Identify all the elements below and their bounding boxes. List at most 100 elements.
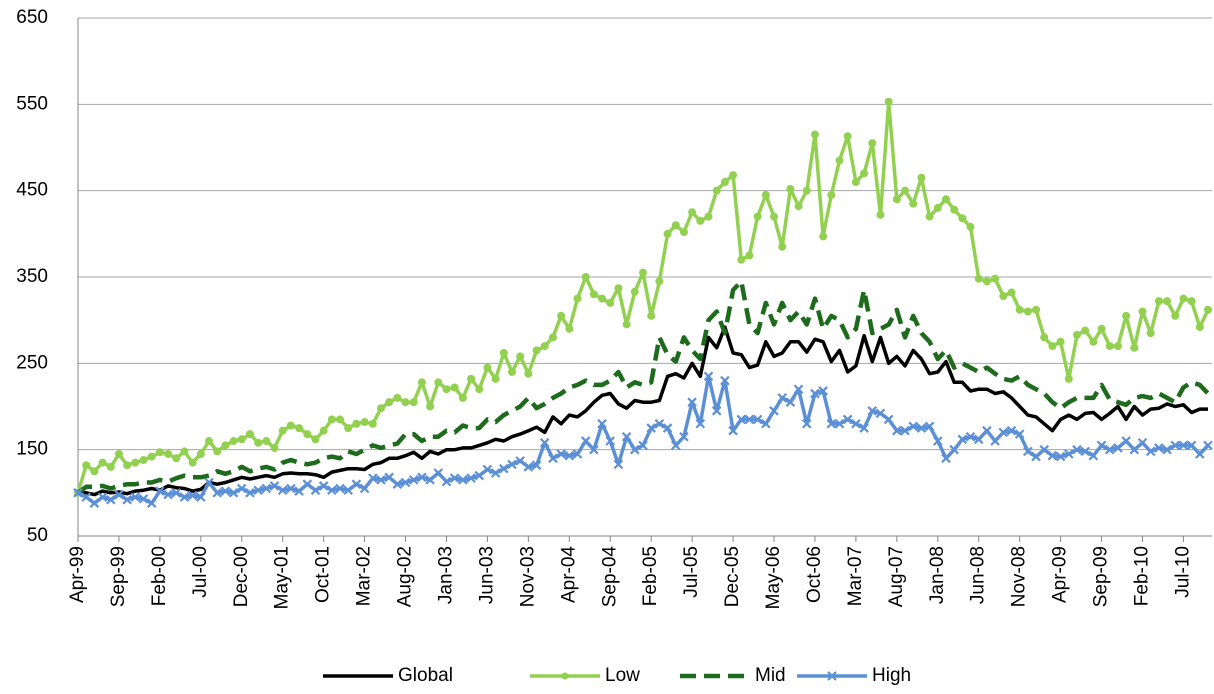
point-marker (982, 425, 992, 436)
series (76, 279, 1210, 495)
point-marker (507, 459, 517, 470)
point-marker (638, 440, 648, 451)
point-marker (228, 488, 239, 498)
legend-marker (827, 671, 837, 681)
point-marker (245, 430, 254, 439)
x-tick-label: Jul-00 (190, 546, 211, 598)
point-marker (842, 414, 853, 425)
point-marker (696, 216, 705, 225)
point-marker (646, 423, 656, 433)
series-line (78, 325, 1208, 497)
point-marker (229, 437, 238, 446)
point-marker (1023, 307, 1032, 316)
point-marker (752, 414, 763, 425)
legend-label: Mid (755, 665, 786, 686)
point-marker (925, 212, 934, 221)
point-marker (1048, 342, 1057, 351)
point-marker (204, 477, 214, 488)
point-marker (720, 375, 730, 386)
point-marker (778, 242, 787, 251)
point-marker (859, 423, 869, 433)
point-marker (1154, 297, 1163, 306)
point-marker (917, 173, 926, 182)
point-marker (810, 388, 820, 399)
point-marker (794, 202, 803, 211)
point-marker (901, 186, 910, 195)
point-marker (1138, 307, 1147, 316)
point-marker (573, 294, 582, 303)
point-marker (770, 212, 779, 221)
point-marker (744, 414, 755, 425)
point-marker (1195, 323, 1204, 332)
point-marker (1104, 444, 1115, 455)
point-marker (1064, 449, 1074, 459)
point-marker (843, 132, 852, 141)
x-tick-label: Jul-05 (681, 546, 702, 598)
point-marker (933, 203, 942, 212)
point-marker (761, 190, 770, 199)
x-tick-label: Dec-00 (231, 546, 252, 607)
point-marker (515, 456, 525, 466)
point-marker (401, 398, 410, 407)
point-marker (73, 488, 83, 498)
point-marker (1204, 305, 1212, 314)
point-marker (572, 449, 583, 459)
point-marker (163, 489, 173, 500)
point-marker (360, 418, 369, 427)
point-marker (392, 479, 403, 489)
point-marker (793, 384, 804, 395)
point-marker (196, 492, 206, 502)
point-marker (670, 440, 681, 451)
point-marker (654, 418, 665, 429)
point-marker (598, 294, 607, 303)
point-marker (467, 374, 476, 383)
point-marker (253, 485, 263, 496)
point-marker (621, 431, 632, 442)
point-marker (941, 195, 950, 204)
point-marker (826, 418, 837, 429)
point-marker (491, 374, 500, 383)
point-marker (303, 430, 312, 439)
point-marker (966, 222, 975, 231)
point-marker (1145, 446, 1156, 457)
x-tick-label: Dec-05 (722, 546, 743, 607)
point-marker (916, 423, 927, 433)
point-marker (482, 464, 493, 475)
point-marker (441, 476, 452, 487)
x-tick-label: Oct-06 (804, 546, 825, 603)
point-marker (1113, 342, 1122, 351)
point-marker (589, 444, 599, 455)
point-marker (106, 462, 115, 471)
point-marker (1007, 288, 1016, 297)
point-marker (827, 190, 836, 199)
point-marker (310, 485, 321, 496)
point-marker (851, 178, 860, 187)
point-marker (999, 291, 1008, 300)
point-marker (1137, 437, 1148, 448)
point-marker (138, 494, 149, 504)
point-marker (336, 415, 345, 424)
point-marker (647, 311, 656, 320)
series-line (77, 374, 1210, 505)
point-marker (785, 397, 796, 407)
point-marker (147, 452, 156, 461)
point-marker (475, 385, 484, 394)
point-marker (114, 449, 123, 458)
point-marker (580, 436, 591, 446)
point-marker (614, 284, 623, 293)
point-marker (703, 371, 714, 382)
point-marker (671, 221, 680, 230)
point-marker (261, 483, 272, 494)
point-marker (875, 408, 886, 419)
point-marker (97, 492, 108, 502)
point-marker (499, 463, 509, 474)
point-marker (892, 195, 901, 204)
series (73, 371, 1213, 508)
point-marker (286, 421, 295, 430)
point-marker (507, 367, 516, 376)
point-marker (908, 421, 918, 432)
point-marker (164, 449, 173, 458)
point-marker (753, 212, 762, 221)
point-marker (998, 427, 1009, 438)
point-marker (892, 425, 902, 436)
